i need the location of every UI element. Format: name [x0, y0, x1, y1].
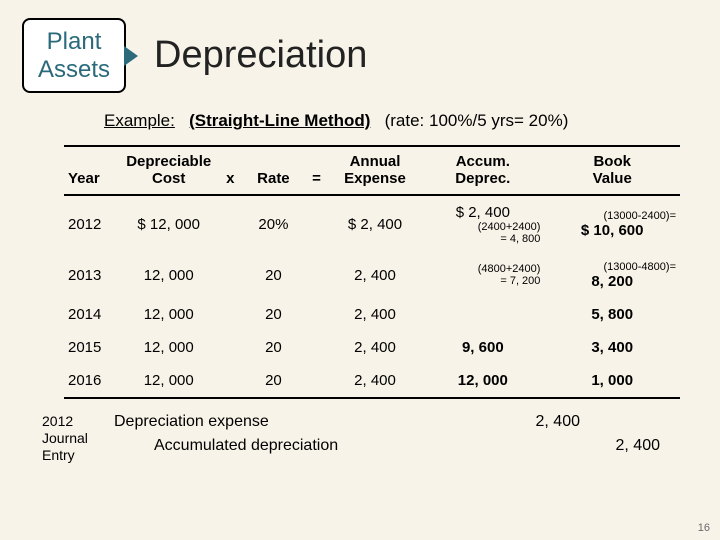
page-number: 16: [698, 522, 710, 534]
table-row: 2012 $ 12, 000 20% $ 2, 400 $ 2, 400 (24…: [64, 195, 680, 253]
th-rate: Rate: [243, 146, 305, 195]
plant-line1: Plant: [38, 28, 110, 56]
th-expense: Annual Expense: [329, 146, 421, 195]
th-cost: Depreciable Cost: [119, 146, 218, 195]
th-accum: Accum. Deprec.: [421, 146, 544, 195]
th-book: Book Value: [544, 146, 680, 195]
journal-debit-amount: 2, 400: [536, 413, 660, 431]
example-method: (Straight-Line Method): [189, 111, 370, 130]
th-eq: =: [304, 146, 329, 195]
journal-label: 2012 Journal Entry: [42, 413, 98, 463]
depreciation-table: Year Depreciable Cost x Rate = Annual Ex…: [64, 145, 680, 399]
example-prefix: Example:: [104, 111, 175, 130]
table-row: 2015 12, 000 20 2, 400 9, 600 3, 400: [64, 331, 680, 364]
table-row: 2014 12, 000 20 2, 400 5, 800: [64, 298, 680, 331]
table-row: 2016 12, 000 20 2, 400 12, 000 1, 000: [64, 364, 680, 398]
table-row: 2013 12, 000 20 2, 400 (4800+2400) = 7, …: [64, 253, 680, 298]
th-year: Year: [64, 146, 119, 195]
plant-assets-box: Plant Assets: [22, 18, 126, 93]
journal-entry: 2012 Journal Entry Depreciation expense …: [0, 399, 720, 463]
page-title: Depreciation: [154, 34, 367, 77]
example-line: Example: (Straight-Line Method) (rate: 1…: [0, 93, 720, 131]
plant-line2: Assets: [38, 56, 110, 84]
journal-line-debit: Depreciation expense: [110, 413, 524, 431]
th-x: x: [218, 146, 243, 195]
example-rate: (rate: 100%/5 yrs= 20%): [385, 111, 569, 130]
journal-line-credit: Accumulated depreciation: [110, 431, 524, 455]
journal-credit-amount: 2, 400: [616, 437, 660, 455]
